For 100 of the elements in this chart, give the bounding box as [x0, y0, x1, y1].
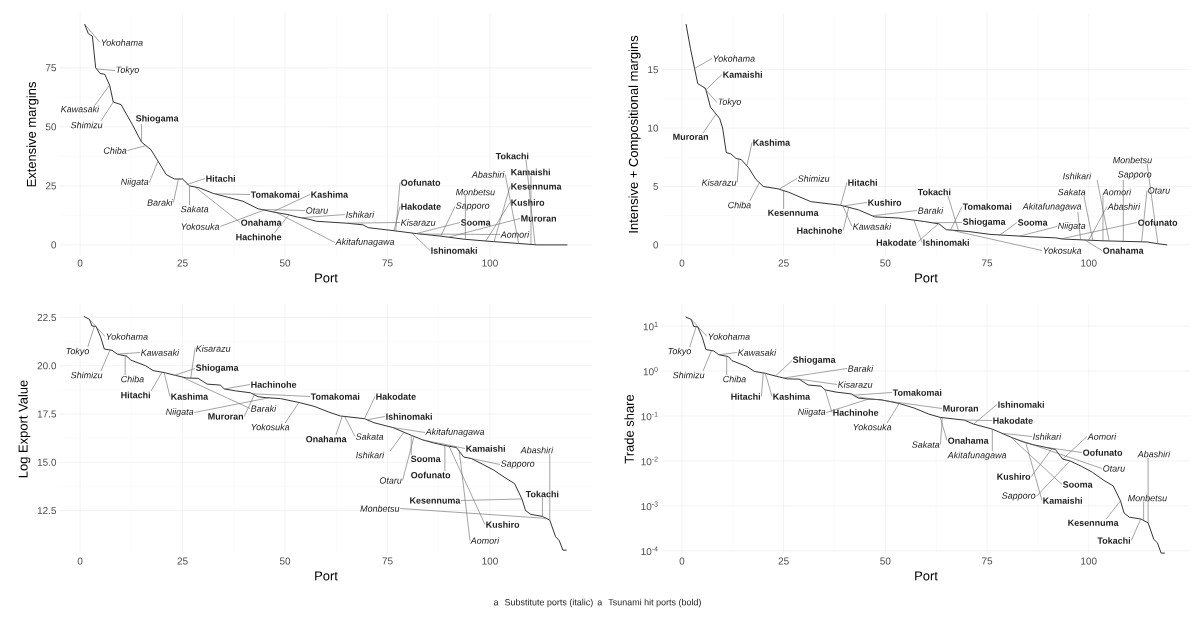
text: a	[493, 600, 499, 606]
annotation: Baraki	[250, 405, 277, 412]
y-axis-title: Extensive margins	[26, 82, 39, 187]
x-axis-title: Port	[915, 571, 938, 581]
x-tick-label: 25	[778, 259, 789, 267]
annotation: Kawasaki	[60, 105, 100, 113]
annotation: Abashiri	[471, 171, 505, 178]
annotation: Chiba	[103, 147, 127, 154]
annotation: Otaru	[1148, 187, 1170, 194]
y-tick-label: 25	[45, 182, 57, 190]
x-tick-label: 25	[177, 557, 188, 565]
y-tick-label: 17.5	[37, 410, 57, 418]
annotation: Hachinohe	[251, 381, 297, 388]
annotation: Kashima	[311, 191, 349, 198]
annotation: Hachinohe	[797, 227, 843, 234]
x-tick-label: 25	[177, 259, 188, 267]
annotation: Kushiro	[486, 521, 520, 528]
y-tick-label: 15	[648, 66, 659, 74]
annotation: Onahama	[1103, 247, 1144, 254]
annotation: Kisarazu	[837, 381, 873, 388]
annotation: Yokosuka	[181, 223, 220, 230]
annotation: Hitachi	[121, 391, 150, 399]
x-tick-label: 100	[482, 259, 498, 267]
text: Tsunami hit ports (bold)	[608, 598, 701, 608]
annotation: Hitachi	[731, 393, 760, 400]
annotation: Monbetsu	[360, 505, 400, 512]
annotation: Shiogama	[792, 356, 836, 365]
y-tick-label: 20.0	[37, 362, 57, 370]
y-tick-label: 10$^{1}$	[643, 321, 658, 331]
annotation: Hakodate	[993, 417, 1033, 424]
annotation: Niigata	[120, 178, 149, 187]
y-axis-title: Log Export Value	[18, 380, 31, 478]
annotation: Kisarazu	[195, 345, 231, 352]
y-tick-label: 75	[45, 64, 57, 72]
annotation: Kesennuma	[410, 497, 461, 504]
annotation: Otaru	[1103, 465, 1125, 472]
annotation: Kashima	[773, 393, 811, 400]
annotation: Akitafunagawa	[1022, 202, 1082, 212]
annotation: Oofunato	[1083, 449, 1123, 456]
annotation: Onahama	[948, 437, 989, 444]
annotation: Yokohama	[101, 39, 143, 46]
x-tick-label: 25	[778, 557, 789, 565]
annotation: Shimizu	[672, 371, 705, 379]
annotation: Hakodate	[376, 393, 416, 400]
annotation: Yokohama	[713, 55, 755, 62]
annotation: Monbetsu	[1113, 156, 1152, 164]
y-axis-title: Trade share	[624, 394, 634, 464]
annotation: Shiogama	[195, 364, 239, 373]
x-tick-label: 0	[679, 557, 685, 565]
annotation: Chiba	[723, 375, 746, 383]
annotation: Tomakomai	[310, 393, 360, 400]
annotation: Kamaishi	[1043, 497, 1082, 504]
annotation: Kamaishi	[511, 168, 550, 176]
x-tick-label: 50	[279, 259, 291, 267]
annotation: Abashiri	[520, 446, 554, 454]
y-tick-label: 15.0	[37, 458, 57, 466]
x-tick-label: 50	[880, 259, 891, 267]
y-tick-label: 0	[653, 241, 659, 249]
annotation: Muroran	[208, 413, 244, 420]
annotation: Shimizu	[797, 175, 830, 182]
annotation: Ishikari	[346, 211, 375, 218]
annotation: Akitafunagawa	[425, 428, 485, 437]
annotation: Kesennuma	[768, 209, 819, 216]
annotation: Sakata	[1057, 188, 1086, 196]
annotation: Hachinohe	[236, 233, 282, 241]
annotation: Oofunato	[411, 471, 451, 479]
annotation: Aomori	[500, 231, 530, 238]
annotation: Yokosuka	[853, 423, 892, 431]
y-tick-label: 5	[653, 183, 659, 190]
x-axis-title: Port	[315, 571, 338, 581]
y-tick-label: 22.5	[37, 313, 57, 322]
annotation: Sakata	[180, 205, 209, 213]
annotation: Kisarazu	[701, 179, 737, 186]
annotation: Onahama	[306, 435, 347, 443]
annotation: Baraki	[917, 207, 944, 214]
annotation: Aomori	[470, 537, 500, 544]
annotation: Hakodate	[401, 203, 441, 210]
annotation: Tomakomai	[250, 191, 300, 198]
annotation: Tokyo	[66, 347, 90, 357]
annotation: Muroran	[673, 133, 709, 140]
annotation: Yokohama	[106, 333, 148, 340]
x-axis-title: Port	[915, 273, 938, 283]
annotation: Yokosuka	[251, 423, 290, 431]
annotation: Chiba	[121, 375, 144, 383]
annotation: Hitachi	[206, 175, 235, 182]
x-axis-title: Port	[315, 273, 338, 283]
annotation: Ishikari	[356, 451, 385, 459]
annotation: Kesennuma	[511, 183, 562, 190]
y-tick-label: 10$^{-4}$	[641, 546, 658, 556]
annotation: Sooma	[460, 219, 491, 226]
annotation: Kashima	[171, 393, 209, 400]
y-tick-label: 10	[648, 124, 659, 132]
annotation: Chiba	[728, 201, 751, 209]
x-tick-label: 0	[77, 557, 83, 565]
annotation: Kisarazu	[400, 219, 436, 226]
annotation: Sakata	[912, 441, 940, 448]
text: Substitute ports (italic)	[504, 598, 593, 608]
x-tick-label: 100	[482, 557, 498, 565]
y-tick-label: 10$^{-1}$	[641, 411, 658, 421]
y-tick-label: 10$^{0}$	[643, 366, 658, 376]
